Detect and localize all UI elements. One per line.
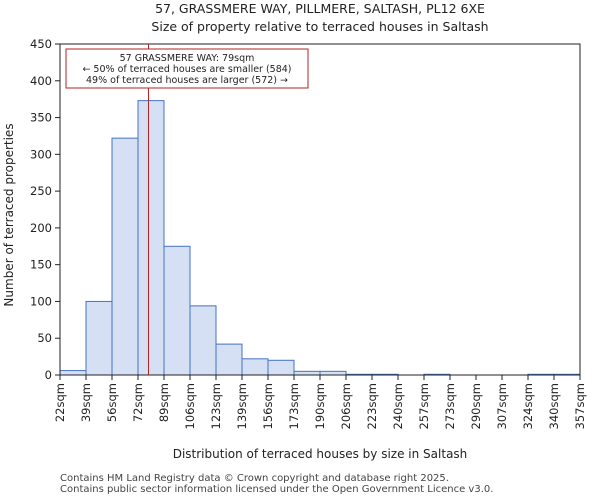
x-tick-label-72sqm: 72sqm	[131, 383, 145, 422]
y-tick-label-0: 0	[45, 368, 52, 382]
y-tick-label-250: 250	[30, 184, 52, 198]
x-tick-label-156sqm: 156sqm	[261, 383, 275, 429]
chart-subtitle: Size of property relative to terraced ho…	[151, 19, 488, 34]
annotation-line-1: 57 GRASSMERE WAY: 79sqm	[120, 53, 255, 64]
bar-56sqm	[111, 137, 139, 376]
x-tick-label-173sqm: 173sqm	[287, 383, 301, 429]
bar-190sqm	[319, 370, 347, 376]
x-tick-label-123sqm: 123sqm	[209, 383, 223, 429]
annotation-line-2: ← 50% of terraced houses are smaller (58…	[82, 64, 291, 75]
plot-frame	[59, 43, 581, 376]
chart-title: 57, GRASSMERE WAY, PILLMERE, SALTASH, PL…	[155, 1, 485, 16]
y-tick-label-300: 300	[30, 147, 52, 161]
x-tick-label-206sqm: 206sqm	[339, 383, 353, 429]
x-tick-label-139sqm: 139sqm	[235, 383, 249, 429]
x-axis-label: Distribution of terraced houses by size …	[173, 447, 468, 461]
bar-123sqm	[215, 343, 243, 376]
x-tick-label-106sqm: 106sqm	[183, 383, 197, 429]
x-tick-label-240sqm: 240sqm	[391, 383, 405, 429]
x-tick-label-89sqm: 89sqm	[157, 383, 171, 422]
y-tick-label-50: 50	[37, 331, 52, 345]
bar-173sqm	[293, 370, 321, 376]
bar-72sqm	[137, 100, 165, 376]
property-marker: 57 GRASSMERE WAY: 79sqm← 50% of terraced…	[65, 44, 309, 375]
x-tick-label-340sqm: 340sqm	[547, 383, 561, 429]
x-tick-label-273sqm: 273sqm	[443, 383, 457, 429]
y-tick-label-100: 100	[30, 294, 52, 308]
x-tick-label-257sqm: 257sqm	[417, 383, 431, 429]
x-tick-label-39sqm: 39sqm	[79, 383, 93, 422]
x-tick-label-290sqm: 290sqm	[469, 383, 483, 429]
y-axis: 0 50 100 150 200 250 300 350 400 450	[30, 37, 60, 382]
bars-group	[59, 100, 581, 376]
annotation-line-3: 49% of terraced houses are larger (572) …	[86, 75, 288, 86]
x-axis: 22sqm 39sqm 56sqm 72sqm 89sqm 106sqm 123sqm 139…	[53, 375, 587, 429]
x-tick-label-324sqm: 324sqm	[521, 383, 535, 429]
bar-89sqm	[163, 245, 191, 376]
footer-licence: Contains public sector information licen…	[60, 484, 494, 495]
annotation-box	[65, 48, 309, 89]
y-tick-label-350: 350	[30, 111, 52, 125]
bar-106sqm	[189, 305, 217, 376]
x-tick-label-357sqm: 357sqm	[573, 383, 587, 429]
bar-139sqm	[241, 358, 269, 376]
plot-border	[59, 43, 581, 376]
x-tick-label-307sqm: 307sqm	[495, 383, 509, 429]
y-tick-label-450: 450	[30, 37, 52, 51]
y-tick-label-400: 400	[30, 74, 52, 88]
x-tick-label-56sqm: 56sqm	[105, 383, 119, 422]
x-tick-label-190sqm: 190sqm	[313, 383, 327, 429]
x-tick-label-223sqm: 223sqm	[365, 383, 379, 429]
bar-156sqm	[267, 359, 295, 376]
bar-22sqm	[59, 370, 87, 376]
footer-copyright: Contains HM Land Registry data © Crown c…	[60, 473, 449, 484]
x-tick-label-22sqm: 22sqm	[53, 383, 67, 422]
y-tick-label-150: 150	[30, 258, 52, 272]
bar-39sqm	[85, 300, 113, 376]
y-tick-label-200: 200	[30, 221, 52, 235]
y-axis-label: Number of terraced properties	[2, 123, 16, 306]
